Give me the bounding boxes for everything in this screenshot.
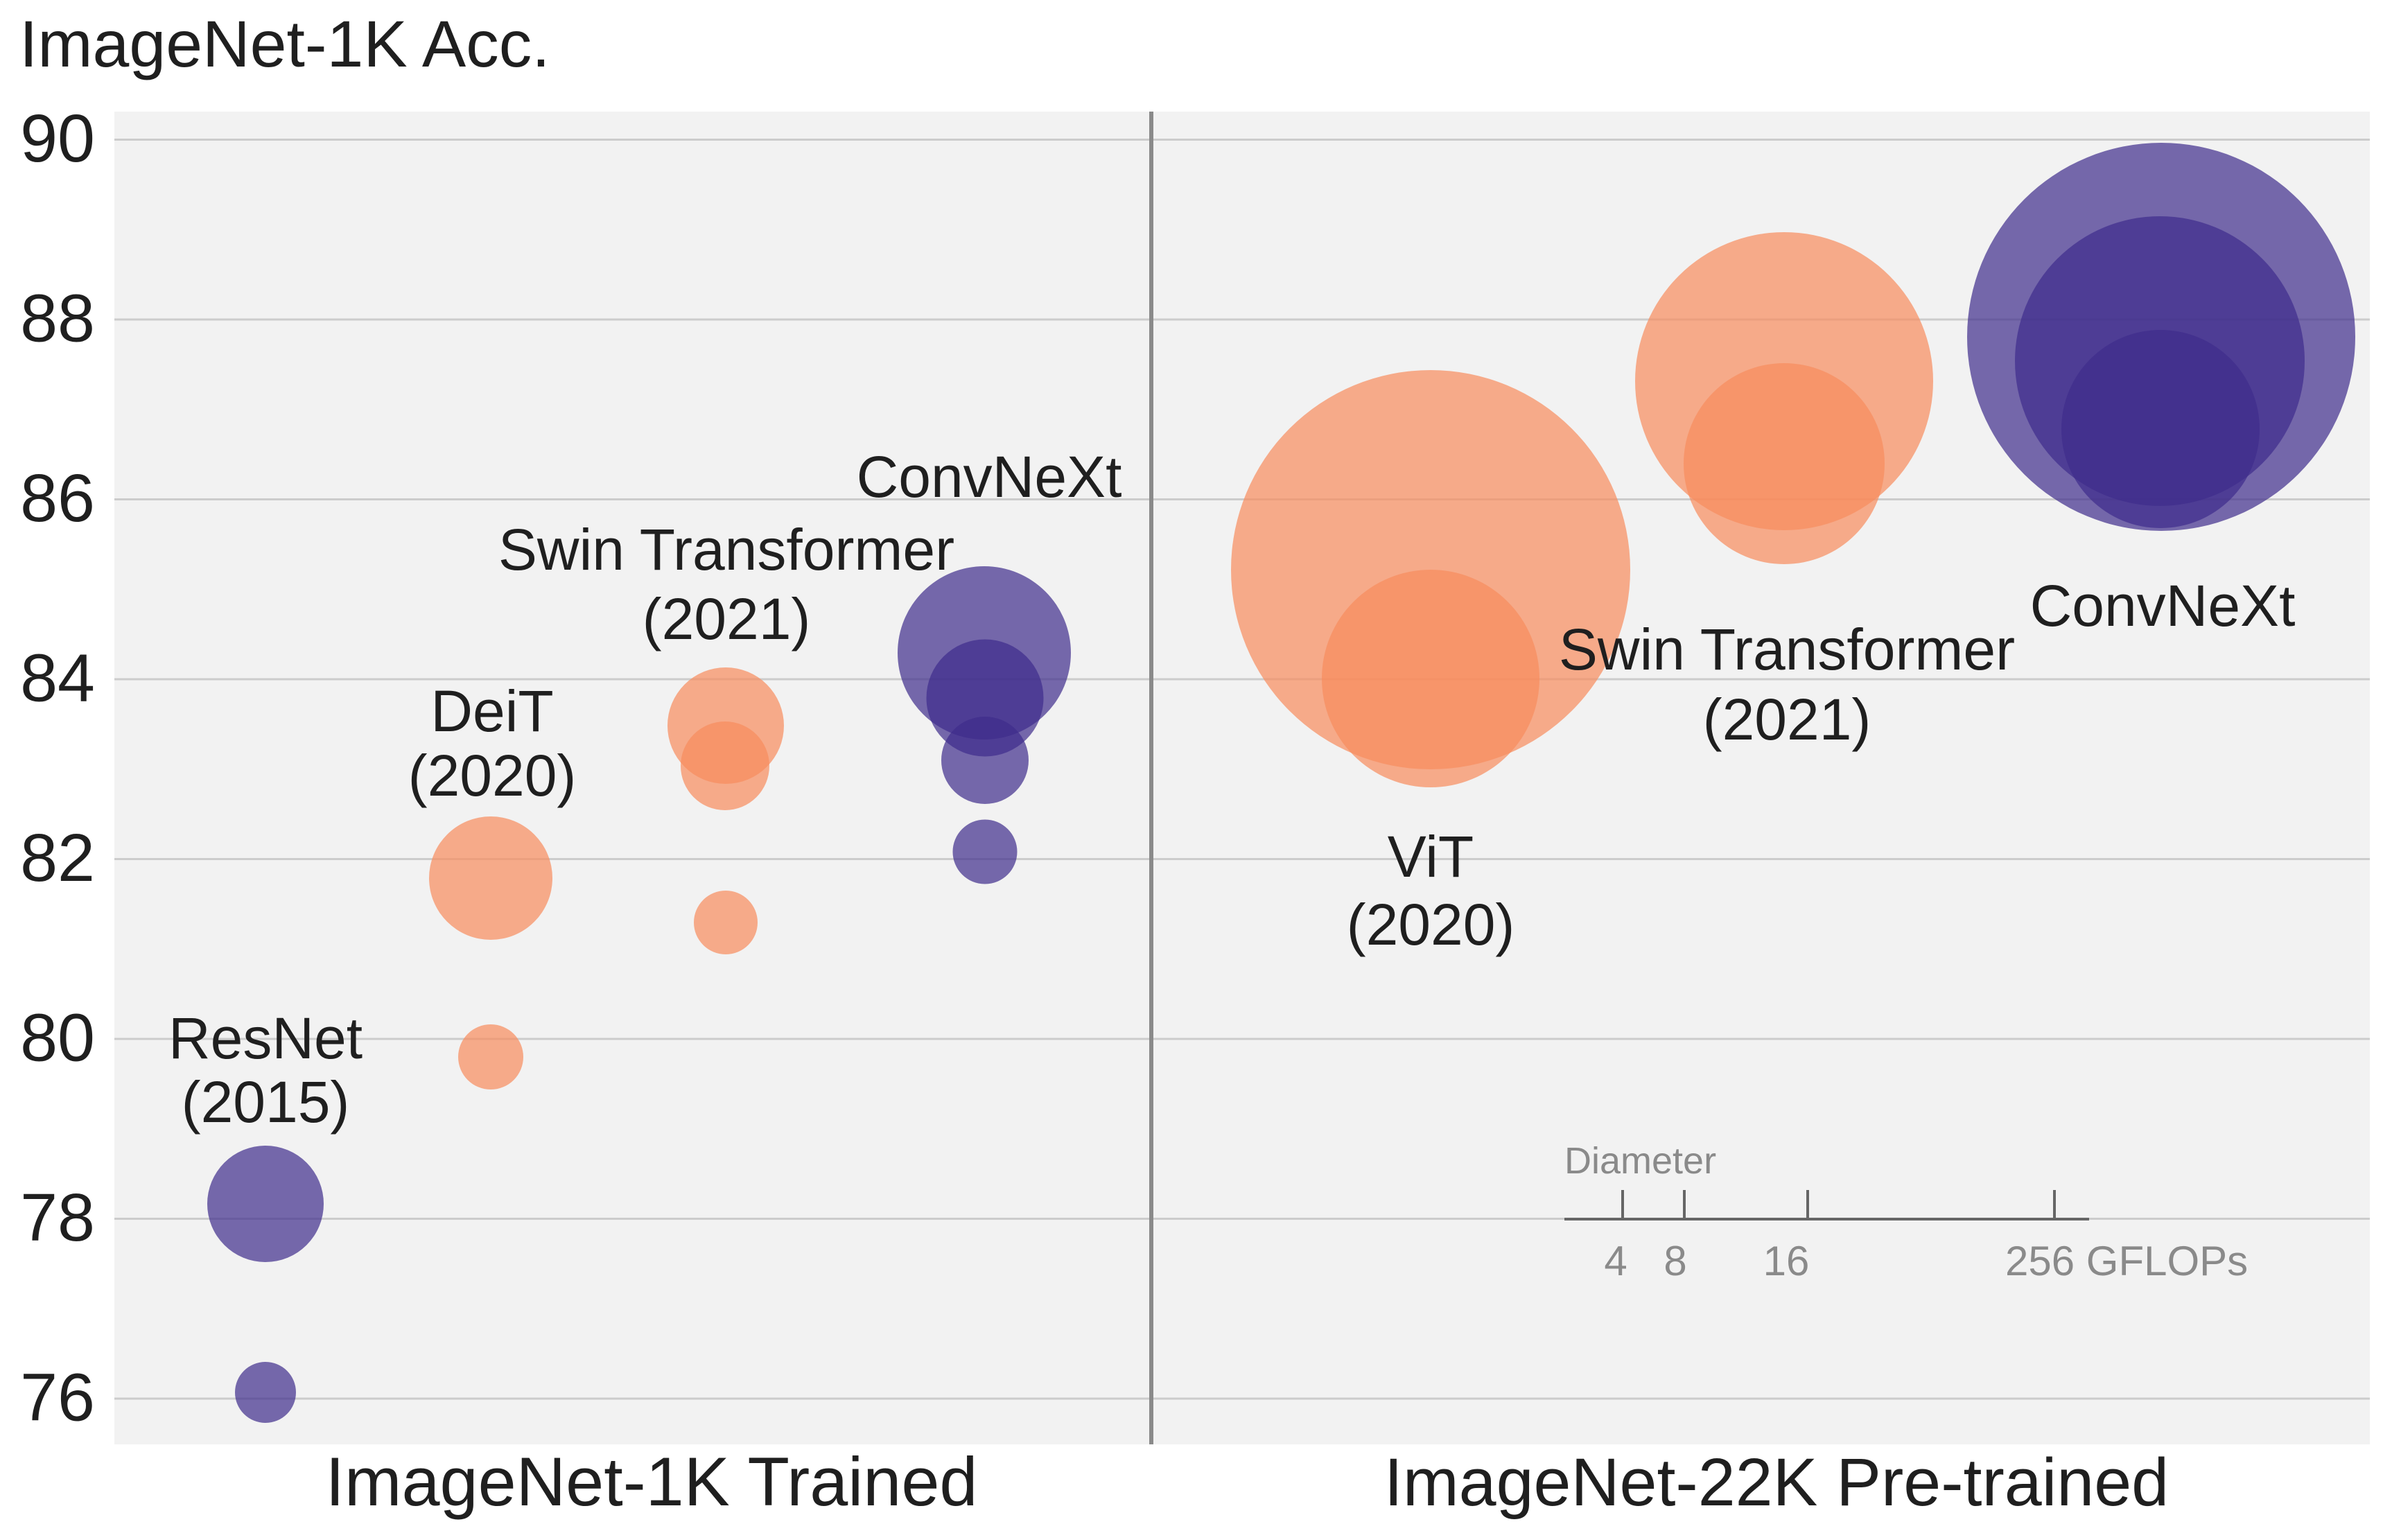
svg-text:90: 90 bbox=[20, 100, 95, 176]
svg-text:(2021): (2021) bbox=[1703, 687, 1871, 752]
svg-text:86: 86 bbox=[20, 460, 95, 536]
svg-text:(2020): (2020) bbox=[1347, 892, 1515, 957]
svg-text:ImageNet-22K Pre-trained: ImageNet-22K Pre-trained bbox=[1384, 1444, 2169, 1520]
svg-text:ResNet: ResNet bbox=[168, 1006, 363, 1071]
svg-text:84: 84 bbox=[20, 640, 95, 716]
svg-text:(2015): (2015) bbox=[182, 1069, 350, 1135]
svg-text:16: 16 bbox=[1763, 1238, 1810, 1284]
svg-text:DeiT: DeiT bbox=[430, 679, 553, 744]
svg-text:ViT: ViT bbox=[1388, 824, 1474, 889]
svg-text:78: 78 bbox=[20, 1180, 95, 1255]
svg-text:Swin Transformer: Swin Transformer bbox=[1559, 617, 2015, 682]
svg-text:(2020): (2020) bbox=[408, 743, 577, 808]
svg-text:ConvNeXt: ConvNeXt bbox=[2030, 573, 2296, 638]
svg-text:82: 82 bbox=[20, 820, 95, 895]
svg-text:8: 8 bbox=[1664, 1238, 1686, 1284]
svg-text:(2021): (2021) bbox=[643, 586, 811, 651]
svg-text:80: 80 bbox=[20, 1000, 95, 1076]
svg-text:ImageNet-1K Acc.: ImageNet-1K Acc. bbox=[19, 8, 550, 81]
svg-text:76: 76 bbox=[20, 1360, 95, 1435]
svg-text:4: 4 bbox=[1604, 1238, 1627, 1284]
svg-text:ConvNeXt: ConvNeXt bbox=[857, 444, 1122, 509]
svg-text:88: 88 bbox=[20, 281, 95, 356]
svg-text:ImageNet-1K Trained: ImageNet-1K Trained bbox=[326, 1443, 978, 1520]
svg-text:256 GFLOPs: 256 GFLOPs bbox=[2005, 1238, 2248, 1284]
svg-text:Diameter: Diameter bbox=[1564, 1140, 1716, 1182]
svg-text:Swin Transformer: Swin Transformer bbox=[498, 517, 954, 582]
